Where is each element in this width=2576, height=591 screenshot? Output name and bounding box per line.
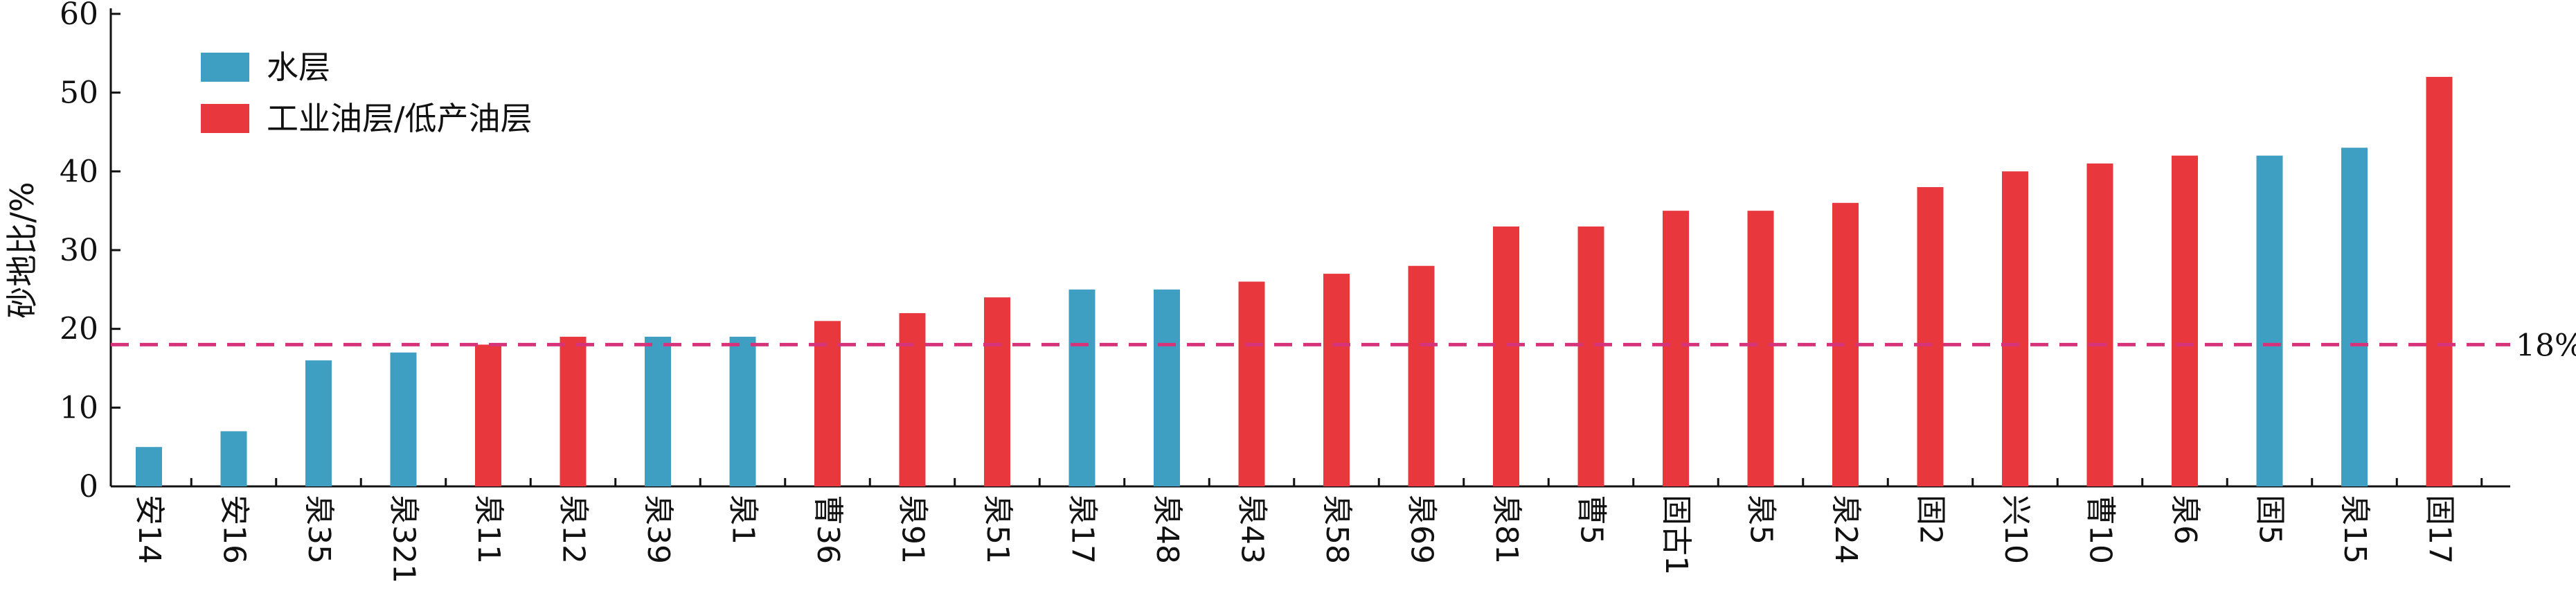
x-category-label: 泉51: [980, 495, 1015, 564]
bar-泉11: [475, 344, 501, 486]
legend-label-oil: 工业油层/低产油层: [267, 100, 533, 137]
legend-swatch-water: [201, 53, 249, 82]
y-axis: 0 10 20 30 40 50 60: [60, 0, 120, 504]
reference-line-group: 18%: [111, 328, 2576, 363]
bar-泉91: [899, 312, 926, 486]
x-category-label: 兴10: [1998, 495, 2033, 564]
x-category-label: 泉15: [2337, 495, 2372, 564]
x-category-label: 安14: [132, 495, 167, 564]
x-category-label: 曹10: [2083, 495, 2118, 564]
bar-泉321: [390, 352, 417, 486]
legend-swatch-oil: [201, 104, 249, 133]
x-category-label: 安16: [217, 495, 252, 564]
bar-泉48: [1154, 289, 1180, 486]
bar-固古1: [1663, 211, 1689, 486]
bar-曹10: [2086, 163, 2113, 486]
bar-安16: [220, 431, 247, 486]
y-tick-label: 40: [60, 154, 98, 189]
x-category-label: 曹5: [1574, 495, 1609, 545]
x-category-label: 泉11: [471, 495, 506, 564]
bar-泉15: [2341, 148, 2368, 486]
x-category-label: 泉58: [1319, 495, 1354, 564]
legend-label-water: 水层: [267, 48, 330, 86]
x-category-label: 泉43: [1235, 495, 1270, 564]
x-category-label: 泉81: [1489, 495, 1524, 564]
bar-固5: [2256, 155, 2283, 486]
y-tick-label: 30: [60, 233, 98, 268]
bar-泉1: [729, 337, 756, 486]
x-category-label: 泉12: [556, 495, 591, 564]
x-category-label: 泉91: [895, 495, 931, 564]
bar-固2: [1917, 187, 1944, 486]
x-category-label: 泉39: [641, 495, 676, 564]
x-category-label: 泉5: [1744, 495, 1779, 545]
bar-泉17: [1068, 289, 1095, 486]
x-category-label: 泉24: [1828, 495, 1863, 564]
x-category-label: 固2: [1913, 495, 1949, 545]
x-category-label: 泉321: [386, 495, 422, 583]
y-tick-label: 10: [60, 390, 98, 425]
bar-安14: [136, 447, 162, 486]
y-tick-label: 0: [79, 469, 98, 504]
bar-泉12: [560, 337, 587, 486]
bar-固17: [2426, 76, 2453, 486]
bar-泉39: [645, 337, 671, 486]
bar-泉51: [984, 297, 1010, 486]
bars: [136, 76, 2453, 487]
x-category-label: 固古1: [1658, 495, 1694, 575]
bar-泉81: [1493, 226, 1519, 486]
bar-泉58: [1323, 274, 1350, 486]
x-category-label: 泉35: [301, 495, 337, 564]
bar-泉6: [2172, 155, 2198, 486]
reference-line-label: 18%: [2516, 328, 2576, 363]
x-axis: 安14 安16 泉35 泉321 泉11 泉12 泉39 泉1 曹36 泉91 泉51 泉17 泉48 泉…: [111, 478, 2510, 583]
x-category-label: 泉6: [2167, 495, 2203, 545]
bar-泉43: [1238, 281, 1265, 486]
x-category-label: 泉1: [726, 495, 761, 545]
bar-兴10: [2002, 171, 2028, 487]
bar-泉69: [1408, 265, 1435, 486]
x-category-label: 泉48: [1150, 495, 1185, 564]
y-axis-title: 砂地比/%: [3, 182, 41, 318]
y-tick-label: 50: [60, 76, 98, 111]
y-axis-title-group: 砂地比/%: [3, 182, 41, 318]
bar-泉35: [305, 360, 332, 486]
bar-泉5: [1747, 211, 1774, 486]
x-category-label: 泉69: [1404, 495, 1440, 564]
x-category-label: 固5: [2253, 495, 2288, 545]
bar-曹36: [814, 321, 841, 486]
y-tick-label: 20: [60, 312, 98, 347]
bar-曹5: [1577, 226, 1604, 486]
x-category-label: 固17: [2422, 495, 2458, 564]
x-category-label: 曹36: [810, 495, 846, 564]
y-tick-label: 60: [60, 0, 98, 32]
x-category-label: 泉17: [1065, 495, 1100, 564]
